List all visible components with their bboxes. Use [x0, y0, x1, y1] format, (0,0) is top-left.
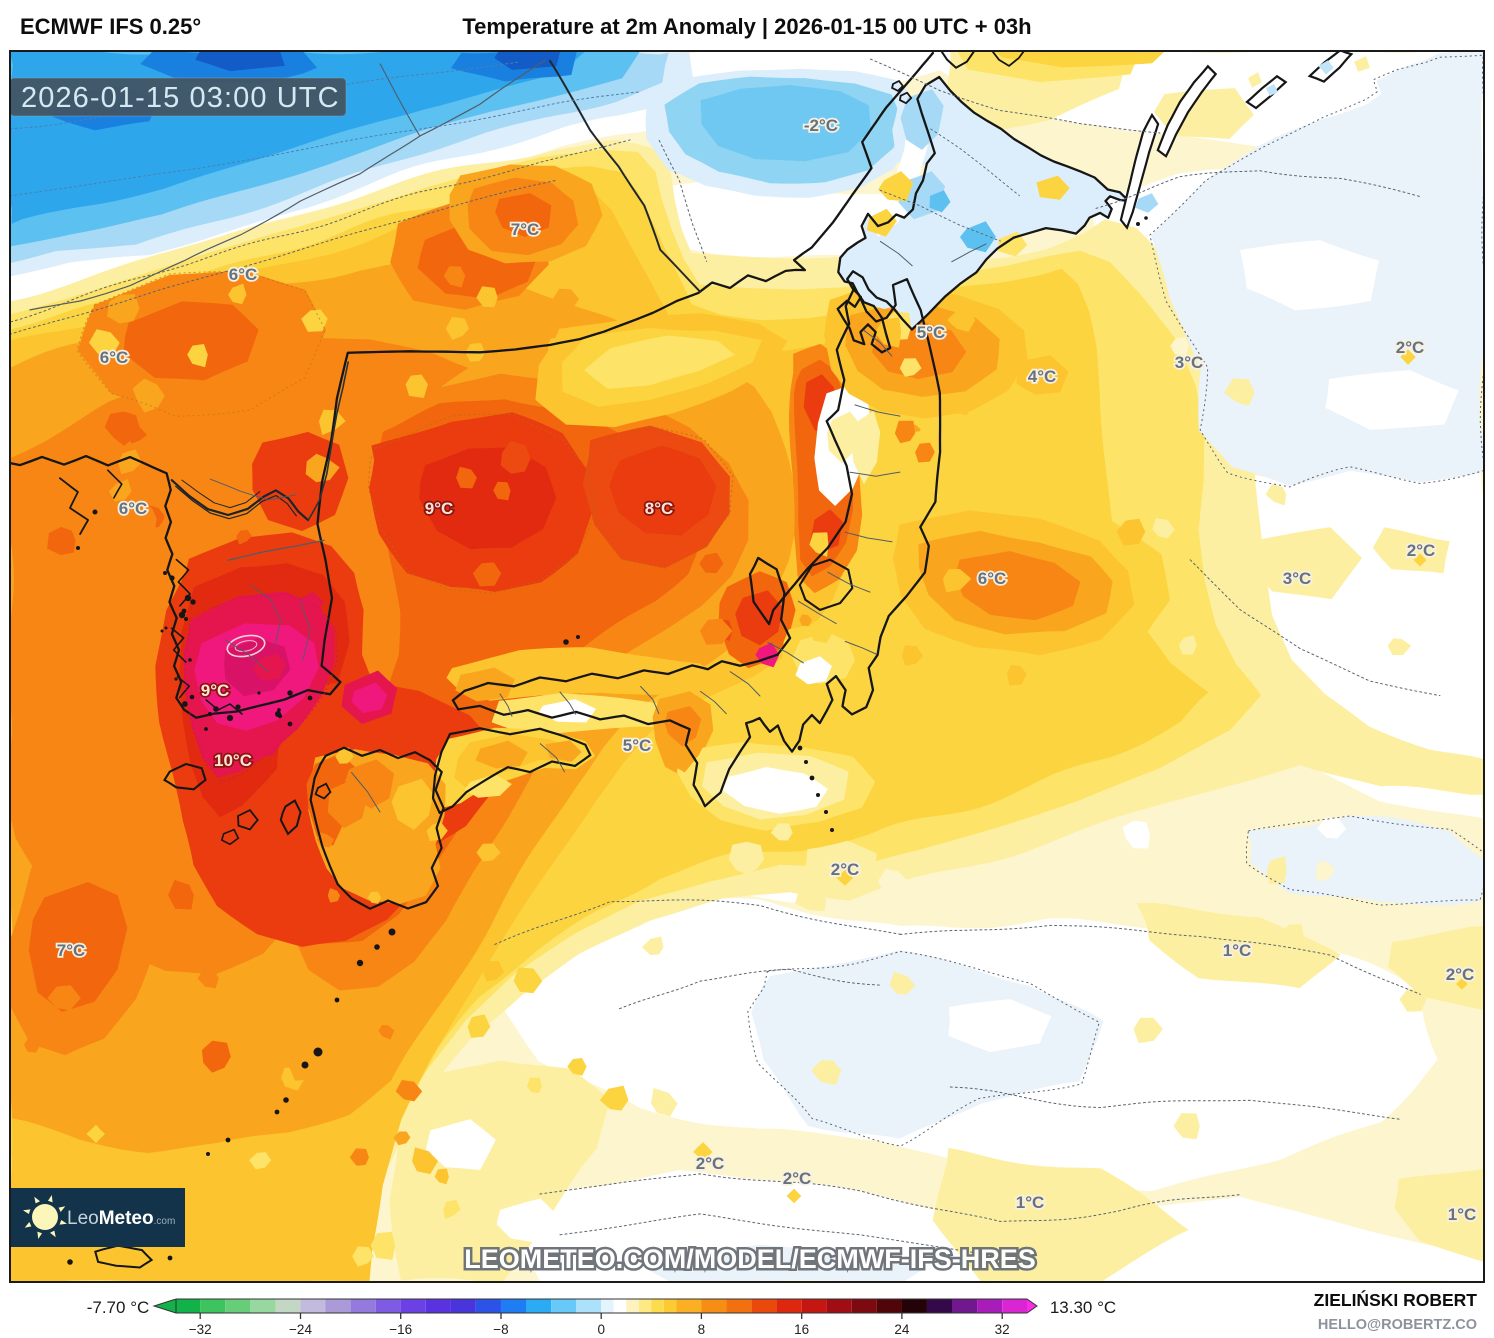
svg-text:2°C: 2°C [1396, 338, 1425, 357]
svg-text:−8: −8 [493, 1322, 508, 1337]
svg-text:9°C: 9°C [425, 499, 454, 518]
svg-text:1°C: 1°C [1223, 941, 1252, 960]
svg-text:5°C: 5°C [917, 323, 946, 342]
svg-text:6°C: 6°C [229, 265, 258, 284]
svg-text:8°C: 8°C [645, 499, 674, 518]
svg-text:16: 16 [794, 1322, 809, 1337]
svg-text:6°C: 6°C [119, 499, 148, 518]
svg-text:-7.70 °C: -7.70 °C [87, 1298, 150, 1317]
svg-text:−32: −32 [189, 1322, 212, 1337]
svg-text:−16: −16 [389, 1322, 412, 1337]
svg-text:Temperature at 2m Anomaly | 20: Temperature at 2m Anomaly | 2026-01-15 0… [462, 14, 1031, 39]
svg-text:4°C: 4°C [1028, 367, 1057, 386]
svg-text:9°C: 9°C [201, 681, 230, 700]
svg-text:LEOMETEO.COM/MODEL/ECMWF-IFS-H: LEOMETEO.COM/MODEL/ECMWF-IFS-HRES [464, 1244, 1035, 1274]
svg-text:0: 0 [597, 1322, 605, 1337]
svg-text:8: 8 [698, 1322, 706, 1337]
svg-text:6°C: 6°C [100, 348, 129, 367]
svg-text:ZIELIŃSKI ROBERT: ZIELIŃSKI ROBERT [1314, 1289, 1478, 1310]
svg-text:2°C: 2°C [1446, 965, 1475, 984]
svg-text:32: 32 [995, 1322, 1010, 1337]
svg-text:2026-01-15 03:00 UTC: 2026-01-15 03:00 UTC [21, 82, 340, 114]
svg-text:ECMWF IFS 0.25°: ECMWF IFS 0.25° [20, 14, 201, 39]
svg-text:5°C: 5°C [623, 736, 652, 755]
svg-text:-2°C: -2°C [804, 116, 838, 135]
svg-text:10°C: 10°C [214, 751, 252, 770]
svg-text:2°C: 2°C [1407, 541, 1436, 560]
svg-text:1°C: 1°C [1016, 1193, 1045, 1212]
svg-text:7°C: 7°C [57, 941, 86, 960]
svg-text:2°C: 2°C [783, 1169, 812, 1188]
svg-text:13.30 °C: 13.30 °C [1050, 1298, 1116, 1317]
svg-text:1°C: 1°C [1448, 1205, 1477, 1224]
svg-text:6°C: 6°C [978, 569, 1007, 588]
svg-text:−24: −24 [289, 1322, 312, 1337]
svg-text:3°C: 3°C [1175, 353, 1204, 372]
svg-text:7°C: 7°C [511, 220, 540, 239]
svg-text:2°C: 2°C [831, 860, 860, 879]
svg-text:LeoMeteo.com: LeoMeteo.com [67, 1208, 175, 1229]
svg-text:24: 24 [894, 1322, 910, 1337]
svg-text:2°C: 2°C [696, 1154, 725, 1173]
svg-text:HELLO@ROBERTZ.CO: HELLO@ROBERTZ.CO [1318, 1317, 1477, 1333]
svg-text:3°C: 3°C [1283, 569, 1312, 588]
